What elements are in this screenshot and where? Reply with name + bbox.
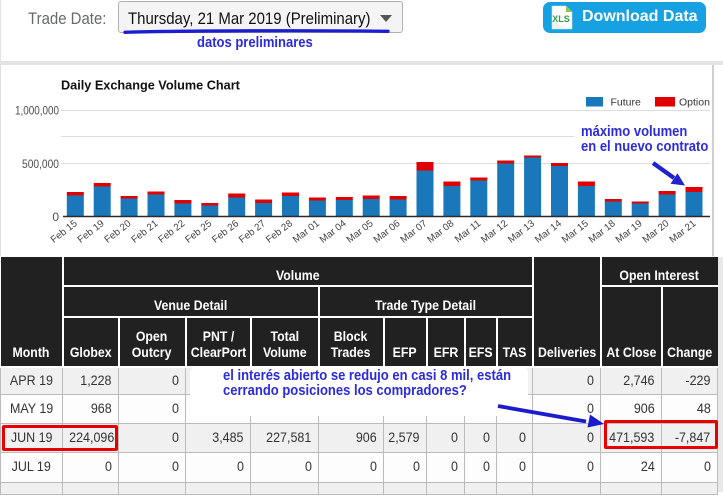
svg-text:Mar 15: Mar 15 [560, 218, 591, 246]
svg-text:1,000,000: 1,000,000 [15, 104, 59, 118]
svg-text:Feb 20: Feb 20 [103, 218, 134, 246]
svg-text:Mar 18: Mar 18 [587, 218, 618, 246]
svg-text:Feb 28: Feb 28 [264, 218, 295, 246]
svg-text:Mar 14: Mar 14 [533, 218, 564, 246]
svg-text:Mar 05: Mar 05 [345, 218, 376, 246]
svg-text:Feb 22: Feb 22 [156, 218, 187, 245]
svg-text:Mar 08: Mar 08 [425, 218, 456, 246]
svg-text:Mar 20: Mar 20 [641, 218, 672, 246]
svg-text:Mar 13: Mar 13 [506, 218, 537, 246]
svg-text:Option: Option [679, 97, 710, 109]
svg-text:Feb 21: Feb 21 [130, 218, 161, 245]
svg-text:XLS: XLS [552, 14, 570, 24]
svg-text:Mar 21: Mar 21 [668, 218, 699, 245]
svg-text:Feb 27: Feb 27 [237, 218, 268, 245]
svg-text:Mar 07: Mar 07 [399, 218, 430, 245]
svg-text:Mar 11: Mar 11 [453, 218, 483, 245]
svg-text:0: 0 [52, 210, 59, 224]
svg-text:Mar 06: Mar 06 [372, 218, 403, 246]
svg-text:Feb 19: Feb 19 [76, 218, 107, 245]
svg-text:Mar 01: Mar 01 [291, 218, 322, 245]
svg-text:Feb 25: Feb 25 [183, 218, 214, 246]
svg-text:500,000: 500,000 [22, 157, 59, 171]
svg-text:Feb 26: Feb 26 [210, 218, 241, 246]
svg-text:Mar 04: Mar 04 [318, 218, 349, 246]
svg-text:Future: Future [611, 97, 642, 109]
svg-text:Daily Exchange Volume Chart: Daily Exchange Volume Chart [61, 79, 241, 93]
svg-text:Mar 19: Mar 19 [614, 218, 645, 245]
svg-text:Mar 12: Mar 12 [479, 218, 510, 245]
